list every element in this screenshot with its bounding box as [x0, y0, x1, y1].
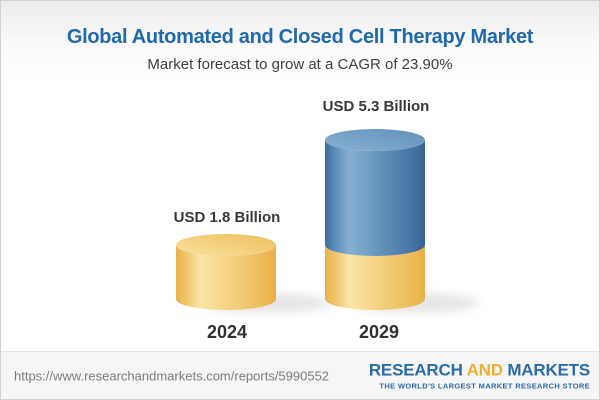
- research-and-markets-logo: RESEARCH AND MARKETS THE WORLD'S LARGEST…: [369, 361, 590, 391]
- bar-segment-yellow: [176, 245, 276, 310]
- x-axis-label-2024: 2024: [206, 322, 248, 342]
- cylinder-top-face: [325, 129, 425, 151]
- logo-tagline: THE WORLD'S LARGEST MARKET RESEARCH STOR…: [379, 381, 590, 390]
- logo-wordmark: RESEARCH AND MARKETS: [369, 361, 590, 379]
- cylinder-bar-2024: [176, 234, 330, 313]
- bar-value-label-2029: USD 5.3 Billion: [322, 98, 430, 115]
- logo-word-research: RESEARCH: [368, 360, 463, 379]
- bar-value-label-2024: USD 1.8 Billion: [173, 209, 281, 226]
- cylinder-top-face: [176, 234, 276, 256]
- bar-segment-blue: [325, 140, 425, 256]
- report-url-text: https://www.researchandmarkets.com/repor…: [14, 368, 330, 383]
- x-axis-label-2029: 2029: [358, 322, 400, 342]
- logo-word-markets: MARKETS: [507, 360, 590, 379]
- bar-segment-yellow: [325, 245, 425, 310]
- logo-word-and: AND: [466, 360, 503, 379]
- chart-subtitle: Market forecast to grow at a CAGR of 23.…: [147, 56, 453, 73]
- chart-title: Global Automated and Closed Cell Therapy…: [66, 26, 534, 48]
- footer-bar: https://www.researchandmarkets.com/repor…: [1, 351, 599, 399]
- cylinder-bar-2029: [325, 129, 479, 313]
